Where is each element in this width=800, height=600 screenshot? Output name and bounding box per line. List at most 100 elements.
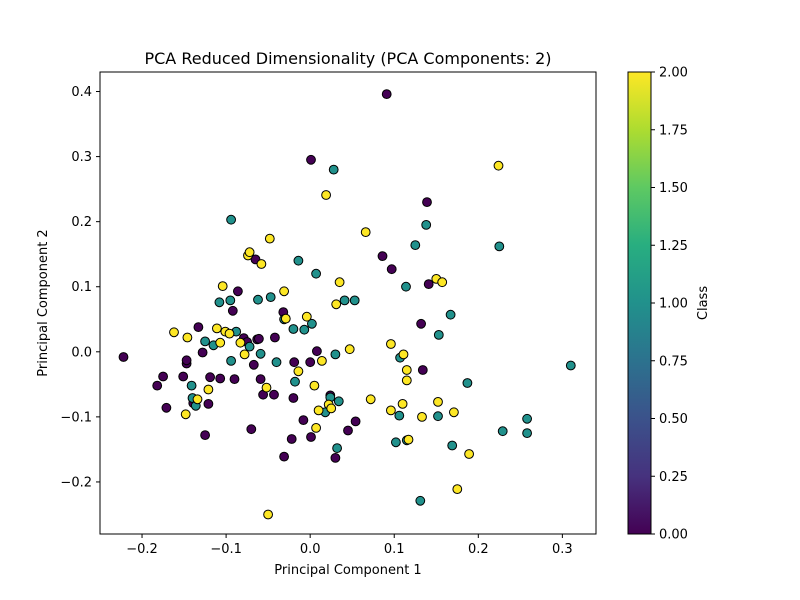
scatter-point-class-2 [235,337,246,348]
scatter-point-class-1 [433,411,443,422]
scatter-point-class-0 [193,322,204,333]
scatter-point-class-1 [433,330,444,340]
scatter-point-class-0 [215,373,226,384]
scatter-point-class-0 [423,279,434,290]
x-tick-label: 0.1 [384,542,405,557]
scatter-point-class-0 [422,197,432,208]
colorbar-tick-label: 2.00 [659,66,688,81]
scatter-point-class-0 [178,371,189,382]
scatter-point-class-2 [386,405,396,416]
scatter-point-class-2 [401,375,412,386]
scatter-point-class-1 [253,294,263,305]
scatter-point-class-0 [289,357,300,368]
scatter-point-class-2 [437,277,448,288]
scatter-point-class-1 [349,295,360,306]
scatter-point-class-2 [263,509,274,520]
scatter-point-class-2 [203,384,214,395]
scatter-point-class-0 [233,286,243,297]
scatter-point-class-0 [416,318,427,329]
scatter-point-class-1 [462,378,473,388]
x-tick-label: 0.2 [468,542,489,557]
scatter-point-class-2 [452,484,463,495]
scatter-point-class-0 [229,374,240,385]
scatter-point-class-1 [391,437,401,448]
colorbar-ticks: 0.00 0.25 0.50 0.75 1.00 1.25 1.50 1.75 2.00 [651,66,688,543]
scatter-point-class-0 [269,389,279,400]
scatter-point-class-2 [264,233,275,244]
scatter-point-class-0 [279,451,290,462]
scatter-point-class-0 [343,425,353,436]
scatter-point-class-0 [181,355,192,366]
scatter-point-class-2 [344,344,355,355]
scatter-point-class-0 [306,432,316,442]
scatter-point-class-1 [333,396,344,407]
scatter-point-class-0 [417,365,428,375]
scatter-point-class-2 [309,380,320,391]
x-tick-label: −0.2 [126,542,158,557]
scatter-point-class-1 [394,410,405,421]
x-tick-label: −0.1 [210,542,242,557]
scatter-point-class-1 [225,295,236,306]
scatter-point-class-1 [226,214,237,225]
scatter-point-class-1 [494,241,505,252]
scatter-point-class-0 [254,333,264,344]
y-axis-ticks: −0.2 −0.1 0.0 0.1 0.2 0.3 0.4 [60,85,100,490]
scatter-point-class-0 [161,402,172,413]
scatter-point-class-1 [200,336,211,347]
colorbar-tick-label: 0.50 [659,412,688,427]
scatter-point-class-1 [265,292,276,303]
scatter-points [118,89,576,520]
scatter-point-class-0 [298,415,309,426]
scatter-point-class-2 [313,405,324,416]
scatter-point-class-1 [214,297,225,308]
scatter-point-class-2 [301,311,312,322]
scatter-point-class-2 [311,423,322,433]
scatter-point-class-2 [326,403,337,414]
scatter-point-class-0 [248,359,259,370]
scatter-point-class-2 [398,349,409,360]
colorbar-tick-label: 0.75 [659,354,688,369]
colorbar-tick-label: 1.25 [659,239,688,254]
scatter-point-class-1 [339,295,350,306]
scatter-point-class-2 [182,332,193,343]
scatter-point-class-0 [197,347,208,358]
scatter-point-class-0 [350,416,361,427]
scatter-point-class-0 [377,251,388,262]
y-tick-label: 0.0 [71,345,92,360]
scatter-point-class-1 [311,268,322,279]
scatter-point-class-0 [386,264,397,275]
scatter-point-class-0 [152,380,163,391]
colorbar-tick-label: 1.00 [659,297,688,312]
scatter-point-class-0 [158,371,169,382]
scatter-point-class-1 [410,240,421,251]
scatter-point-class-2 [433,397,443,407]
scatter-point-class-2 [279,286,290,297]
scatter-point-class-2 [293,366,304,377]
plot-frame [99,71,597,535]
scatter-point-class-2 [244,247,255,258]
scatter-point-class-1 [186,380,197,391]
scatter-point-class-2 [169,327,179,338]
scatter-point-class-2 [365,394,376,405]
x-axis-ticks: −0.2 −0.1 0.0 0.1 0.2 0.3 [126,534,573,557]
scatter-point-class-2 [212,323,222,334]
scatter-point-class-2 [417,412,427,422]
scatter-point-class-1 [271,357,282,368]
scatter-point-class-0 [312,346,322,357]
scatter-point-class-1 [401,281,411,292]
colorbar-label: Class [696,286,711,320]
scatter-point-class-1 [307,318,317,329]
x-tick-label: 0.3 [552,542,573,557]
scatter-point-class-1 [290,376,300,387]
scatter-point-class-2 [192,394,203,405]
scatter-point-class-1 [226,356,237,366]
scatter-point-class-1 [445,309,456,320]
scatter-point-class-0 [286,434,297,444]
y-tick-label: 0.1 [71,280,92,295]
colorbar-tick-label: 1.50 [659,181,688,196]
scatter-point-class-0 [246,424,257,435]
scatter-point-class-2 [217,281,228,292]
scatter-point-class-2 [239,349,250,360]
chart-title: PCA Reduced Dimensionality (PCA Componen… [144,49,551,68]
scatter-point-class-1 [330,349,341,360]
